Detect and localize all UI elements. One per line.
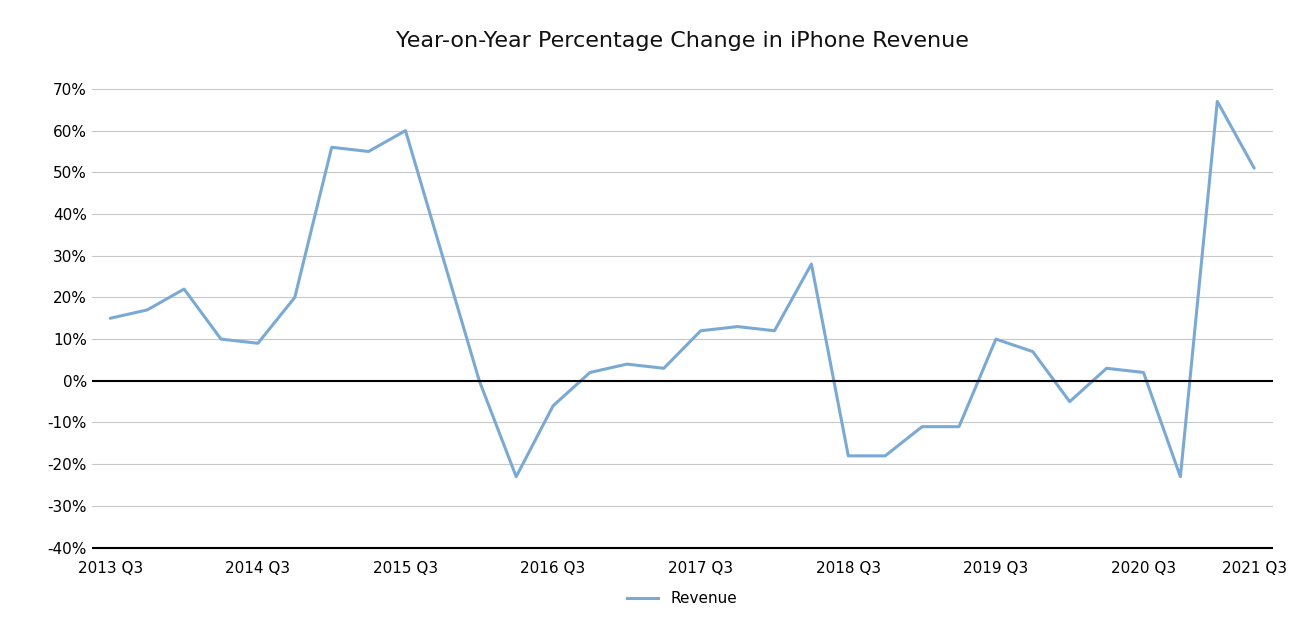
Title: Year-on-Year Percentage Change in iPhone Revenue: Year-on-Year Percentage Change in iPhone… (396, 31, 968, 51)
Legend: Revenue: Revenue (622, 585, 743, 612)
